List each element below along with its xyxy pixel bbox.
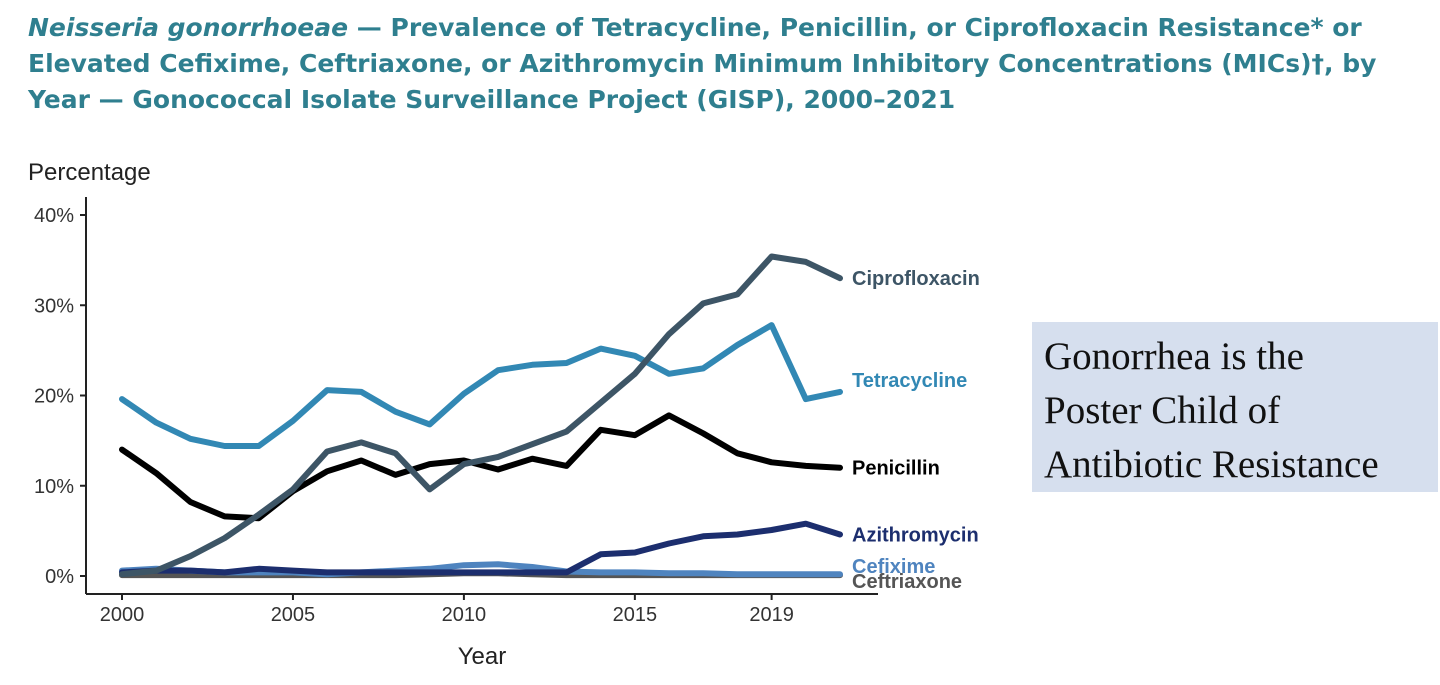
y-tick-label: 10% [34,476,74,498]
y-tick-label: 0% [45,566,74,588]
y-tick-label: 20% [34,386,74,408]
callout-line-2: Poster Child of [1044,389,1281,432]
callout-line-3: Antibiotic Resistance [1044,443,1379,486]
x-tick-label: 2010 [442,604,487,626]
x-tick-label: 2000 [100,604,145,626]
series-line-ciprofloxacin [119,253,843,578]
chart-title: Neisseria gonorrhoeae — Prevalence of Te… [28,10,1418,118]
y-axis-title: Percentage [28,159,151,186]
chart-title-text: — Prevalence of Tetracycline, Penicillin… [28,13,1377,114]
y-tick-label: 40% [34,205,74,227]
callout-box: Gonorrhea is the Poster Child of Antibio… [1032,322,1438,492]
chart-title-organism: Neisseria gonorrhoeae [28,13,349,42]
series-label-ceftriaxone: Ceftriaxone [852,571,962,593]
y-tick-label: 30% [34,295,74,317]
callout-line-1: Gonorrhea is the [1044,335,1304,378]
series-label-azithromycin: Azithromycin [852,524,979,546]
series-line-azithromycin [119,520,843,576]
x-tick-label: 2015 [613,604,658,626]
series-label-penicillin: Penicillin [852,458,940,480]
series-label-ciprofloxacin: Ciprofloxacin [852,268,980,290]
x-axis-title: Year [458,643,507,670]
x-tick-label: 2019 [749,604,794,626]
series-line-penicillin [119,412,843,522]
series-label-cefixime: Cefixime [852,556,935,578]
series-label-tetracycline: Tetracycline [852,370,967,392]
x-tick-label: 2005 [271,604,316,626]
series-line-tetracycline [119,322,843,449]
